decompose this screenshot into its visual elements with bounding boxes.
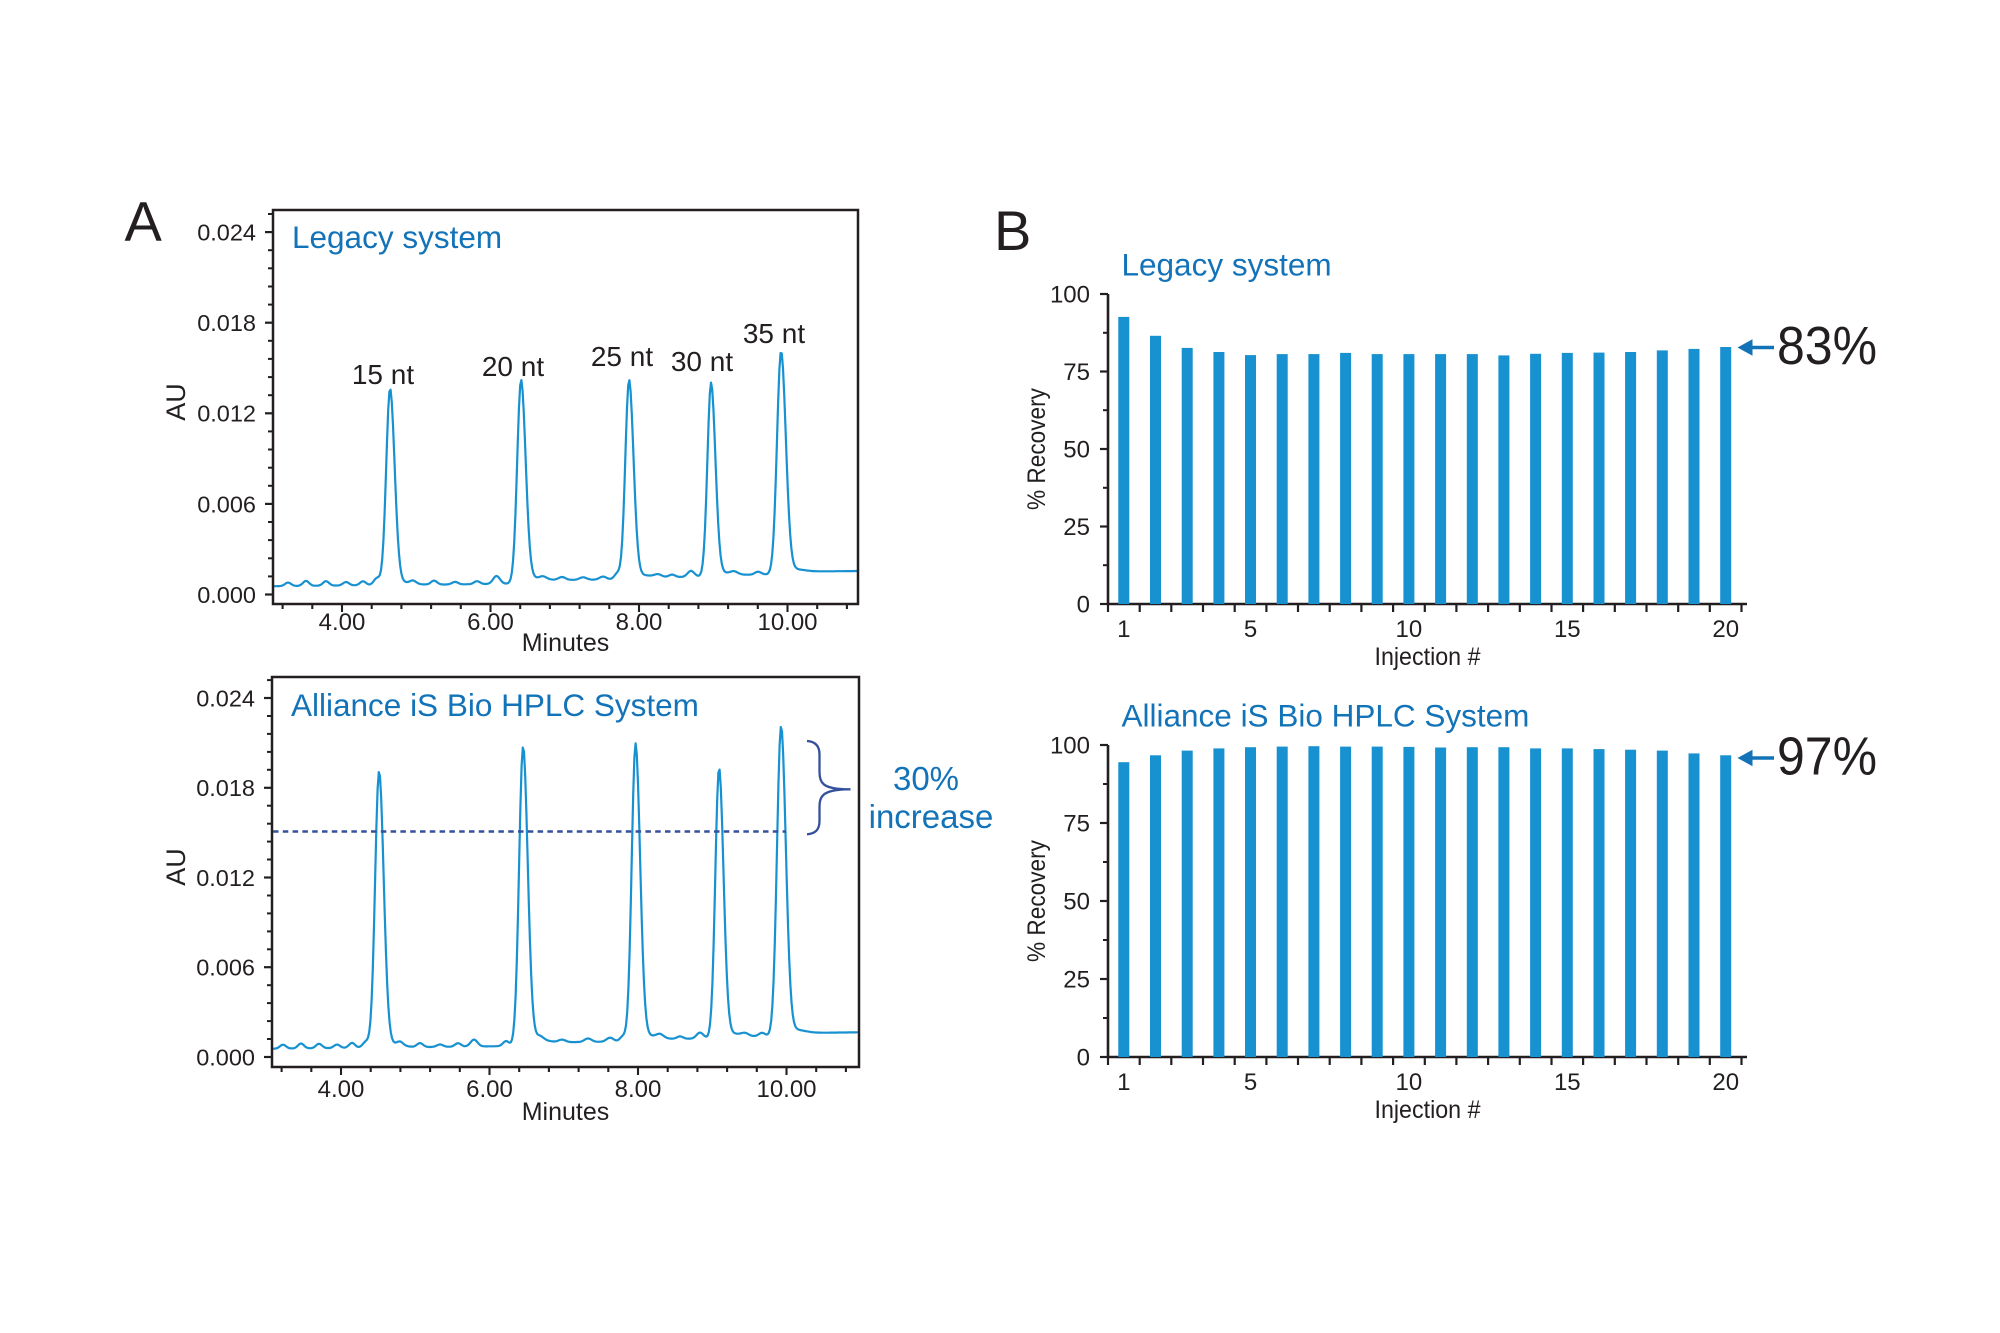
svg-text:25 nt: 25 nt [591,341,653,372]
svg-text:100: 100 [1050,282,1090,309]
svg-text:Injection #: Injection # [1375,643,1481,671]
svg-text:50: 50 [1063,437,1090,464]
svg-text:30%: 30% [893,760,959,797]
svg-text:15 nt: 15 nt [352,359,414,390]
svg-text:15: 15 [1554,616,1581,643]
svg-text:% Recovery: % Recovery [1023,840,1051,962]
svg-text:83%: 83% [1777,316,1877,376]
svg-text:10: 10 [1396,616,1423,643]
svg-text:100: 100 [1050,733,1090,760]
svg-text:1: 1 [1117,1069,1130,1096]
svg-text:20: 20 [1712,616,1739,643]
svg-text:Legacy system: Legacy system [292,219,502,255]
svg-text:10.00: 10.00 [756,1076,816,1103]
svg-text:35 nt: 35 nt [743,318,805,349]
svg-text:8.00: 8.00 [615,1076,662,1103]
svg-text:0: 0 [1077,1045,1090,1072]
svg-text:AU: AU [161,848,191,886]
svg-text:4.00: 4.00 [319,609,366,636]
svg-text:0: 0 [1077,592,1090,619]
svg-text:0.006: 0.006 [196,955,255,981]
svg-text:0.018: 0.018 [196,775,255,801]
svg-text:1: 1 [1117,616,1130,643]
svg-text:A: A [125,190,163,253]
svg-text:30 nt: 30 nt [671,346,733,377]
svg-text:Legacy system: Legacy system [1122,247,1332,283]
svg-text:0.024: 0.024 [196,685,255,711]
svg-text:0.006: 0.006 [197,491,256,517]
svg-text:75: 75 [1063,811,1090,838]
svg-text:% Recovery: % Recovery [1023,388,1051,510]
svg-text:AU: AU [161,383,191,421]
svg-text:97%: 97% [1777,727,1877,787]
svg-text:Minutes: Minutes [522,629,610,657]
svg-text:Minutes: Minutes [522,1098,610,1126]
svg-text:10.00: 10.00 [757,609,817,636]
svg-text:0.012: 0.012 [197,401,256,427]
svg-text:0.024: 0.024 [197,220,256,246]
svg-text:increase: increase [869,798,994,835]
svg-text:4.00: 4.00 [318,1076,365,1103]
svg-text:10: 10 [1396,1069,1423,1096]
svg-text:Alliance iS Bio HPLC System: Alliance iS Bio HPLC System [1122,698,1530,734]
svg-text:6.00: 6.00 [466,1076,513,1103]
svg-text:0.012: 0.012 [196,865,255,891]
svg-text:20 nt: 20 nt [482,351,544,382]
svg-text:0.000: 0.000 [197,582,256,608]
svg-text:Injection #: Injection # [1375,1096,1481,1124]
svg-text:25: 25 [1063,967,1090,994]
svg-text:15: 15 [1554,1069,1581,1096]
svg-text:0.000: 0.000 [196,1044,255,1070]
svg-text:B: B [994,199,1031,262]
svg-text:8.00: 8.00 [616,609,663,636]
svg-text:0.018: 0.018 [197,310,256,336]
svg-text:5: 5 [1244,1069,1257,1096]
svg-text:5: 5 [1244,616,1257,643]
svg-text:75: 75 [1063,359,1090,386]
svg-text:50: 50 [1063,889,1090,916]
svg-text:20: 20 [1712,1069,1739,1096]
svg-text:25: 25 [1063,514,1090,541]
svg-text:6.00: 6.00 [467,609,514,636]
svg-text:Alliance iS Bio HPLC System: Alliance iS Bio HPLC System [291,687,699,723]
